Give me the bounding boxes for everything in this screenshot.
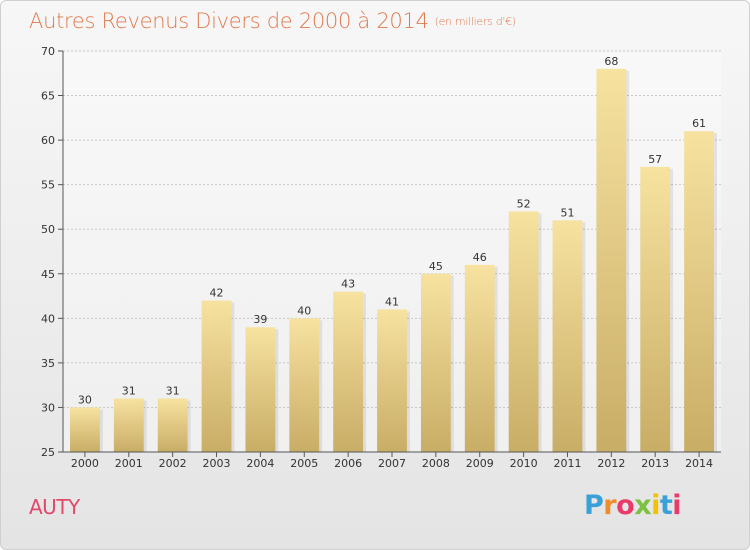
x-tick-label: 2004: [246, 457, 274, 470]
x-tick-label: 2002: [159, 457, 187, 470]
x-tick-label: 2003: [203, 457, 231, 470]
x-tick-label: 2000: [71, 457, 99, 470]
y-tick-label: 60: [41, 134, 55, 147]
x-tick-label: 2007: [378, 457, 406, 470]
bar: [333, 291, 364, 452]
bar: [464, 264, 495, 452]
y-tick-label: 40: [41, 312, 55, 325]
logo-letter: r: [603, 490, 617, 521]
data-label: 57: [648, 153, 662, 166]
data-label: 68: [604, 55, 618, 68]
bar: [113, 398, 144, 452]
bar: [596, 68, 627, 453]
data-label: 30: [78, 393, 92, 406]
data-label: 45: [429, 260, 443, 273]
y-tick-label: 25: [41, 446, 55, 459]
chart-title: Autres Revenus Divers de 2000 à 2014 (en …: [29, 9, 516, 33]
bar: [684, 131, 714, 452]
data-label: 61: [692, 117, 706, 130]
data-label: 52: [517, 197, 531, 210]
y-tick-label: 35: [41, 357, 55, 370]
logo-letter: o: [616, 490, 635, 521]
bar: [377, 309, 407, 452]
bar: [640, 166, 671, 452]
x-tick-label: 2012: [597, 457, 625, 470]
proxiti-logo: Proxiti: [584, 490, 682, 521]
bar: [157, 398, 188, 452]
x-tick-label: 2010: [510, 457, 538, 470]
data-label: 46: [473, 251, 487, 264]
chart-title-text: Autres Revenus Divers de 2000 à 2014: [29, 9, 429, 33]
y-tick-label: 45: [41, 268, 55, 281]
x-tick-label: 2009: [466, 457, 494, 470]
y-tick-label: 50: [41, 223, 55, 236]
data-label: 42: [210, 287, 224, 300]
logo-letter: x: [634, 490, 652, 521]
data-label: 51: [560, 206, 574, 219]
x-tick-label: 2014: [685, 457, 713, 470]
bar: [508, 211, 539, 452]
data-label: 39: [253, 313, 267, 326]
data-label: 31: [122, 385, 136, 398]
y-tick-label: 30: [41, 401, 55, 414]
data-label: 40: [297, 304, 311, 317]
x-tick-label: 2011: [553, 457, 581, 470]
x-tick-label: 2008: [422, 457, 450, 470]
bar: [245, 327, 276, 452]
bar: [70, 407, 100, 452]
bar: [201, 300, 232, 452]
logo-letter: i: [651, 490, 660, 521]
logo-letter: P: [584, 490, 604, 521]
x-tick-label: 2013: [641, 457, 669, 470]
data-label: 43: [341, 278, 355, 291]
bar: [289, 318, 320, 452]
commune-name: AUTY: [29, 495, 80, 519]
x-tick-label: 2001: [115, 457, 143, 470]
logo-letter: t: [659, 490, 673, 521]
logo-letter: i: [672, 490, 682, 521]
y-tick-label: 65: [41, 90, 55, 103]
bar: [552, 220, 583, 452]
y-tick-label: 55: [41, 179, 55, 192]
data-label: 41: [385, 295, 399, 308]
x-tick-label: 2006: [334, 457, 362, 470]
y-tick-label: 70: [41, 45, 55, 58]
chart-unit: (en milliers d'€): [434, 15, 516, 28]
bar: [420, 273, 451, 452]
x-tick-label: 2005: [290, 457, 318, 470]
data-label: 31: [166, 385, 180, 398]
